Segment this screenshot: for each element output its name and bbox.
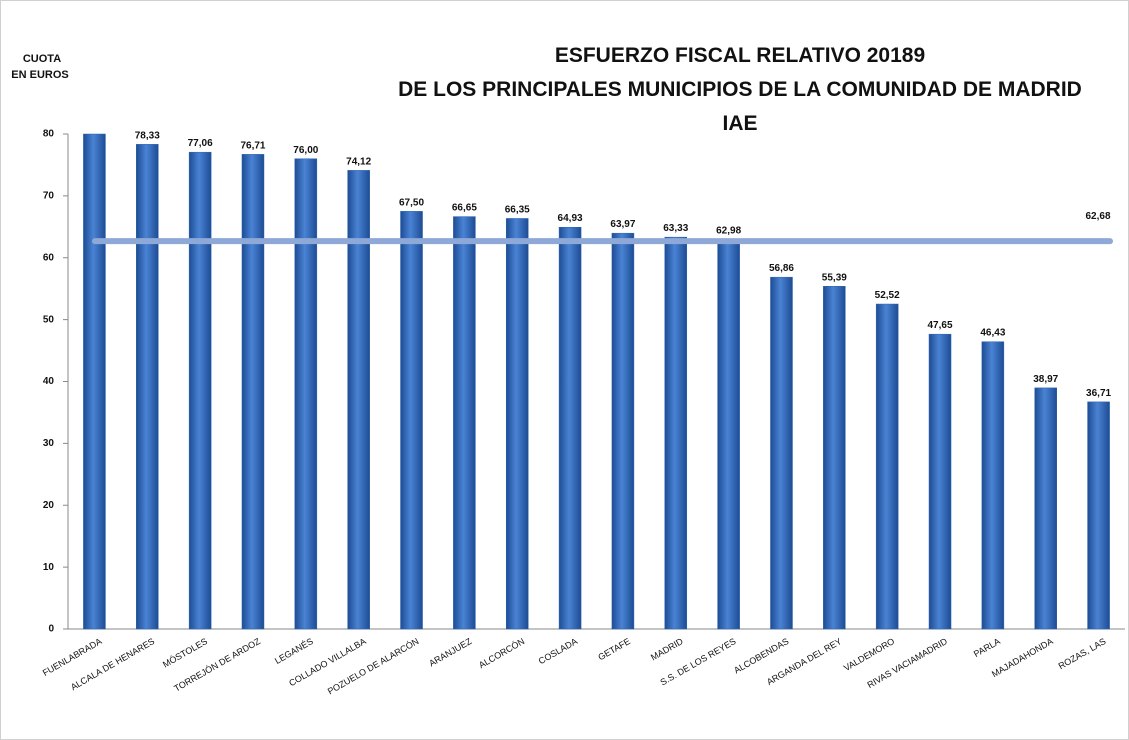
chart-title: ESFUERZO FISCAL RELATIVO 20189 <box>555 44 925 67</box>
value-label: 62,98 <box>716 225 741 236</box>
bar <box>136 144 159 630</box>
bar <box>770 276 793 630</box>
bar <box>453 216 476 630</box>
value-label: 46,43 <box>980 328 1005 339</box>
value-label: 56,86 <box>769 263 794 274</box>
bar <box>664 236 688 630</box>
chart-title: IAE <box>722 112 757 135</box>
bar <box>241 154 265 630</box>
value-label: 36,71 <box>1086 388 1111 399</box>
bar <box>981 341 1005 630</box>
value-label: 47,65 <box>928 320 953 331</box>
bar <box>928 333 952 630</box>
y-axis-label: EN EUROS <box>11 69 68 81</box>
value-label: 78,33 <box>135 130 160 141</box>
value-label: 77,06 <box>188 138 213 149</box>
chart-title: DE LOS PRINCIPALES MUNICIPIOS DE LA COMU… <box>398 78 1082 101</box>
bar <box>1034 387 1057 630</box>
value-label: 63,33 <box>663 223 688 234</box>
y-tick-label: 10 <box>43 562 55 573</box>
bar <box>347 170 370 630</box>
bar <box>83 133 106 630</box>
value-label: 52,52 <box>875 290 900 301</box>
value-label: 76,71 <box>240 140 265 151</box>
bar <box>400 211 423 630</box>
value-label: 66,35 <box>505 204 530 215</box>
value-label: 63,97 <box>610 219 635 230</box>
y-tick-label: 70 <box>43 191 55 202</box>
bar <box>188 151 212 630</box>
bar <box>611 232 635 630</box>
bar <box>294 158 318 630</box>
y-tick-label: 20 <box>43 500 55 511</box>
y-tick-label: 30 <box>43 438 55 449</box>
y-tick-label: 80 <box>43 129 55 140</box>
value-label: 76,00 <box>293 145 318 156</box>
value-label: 64,93 <box>558 213 583 224</box>
bar <box>1087 401 1110 630</box>
bar <box>558 226 582 630</box>
bar <box>823 286 846 630</box>
value-label: 66,65 <box>452 203 477 214</box>
y-tick-label: 40 <box>43 376 55 387</box>
y-tick-label: 50 <box>43 314 55 325</box>
y-tick-label: 0 <box>48 624 54 635</box>
y-axis-label: CUOTA <box>23 53 61 65</box>
value-label: 38,97 <box>1033 374 1058 385</box>
value-label: 74,12 <box>346 156 371 167</box>
y-tick-label: 60 <box>43 252 55 263</box>
bar <box>875 303 899 630</box>
value-label: 55,39 <box>822 272 847 283</box>
bar <box>717 239 740 630</box>
value-label: 67,50 <box>399 197 424 208</box>
bar <box>505 218 529 630</box>
reference-label: 62,68 <box>1085 211 1110 222</box>
